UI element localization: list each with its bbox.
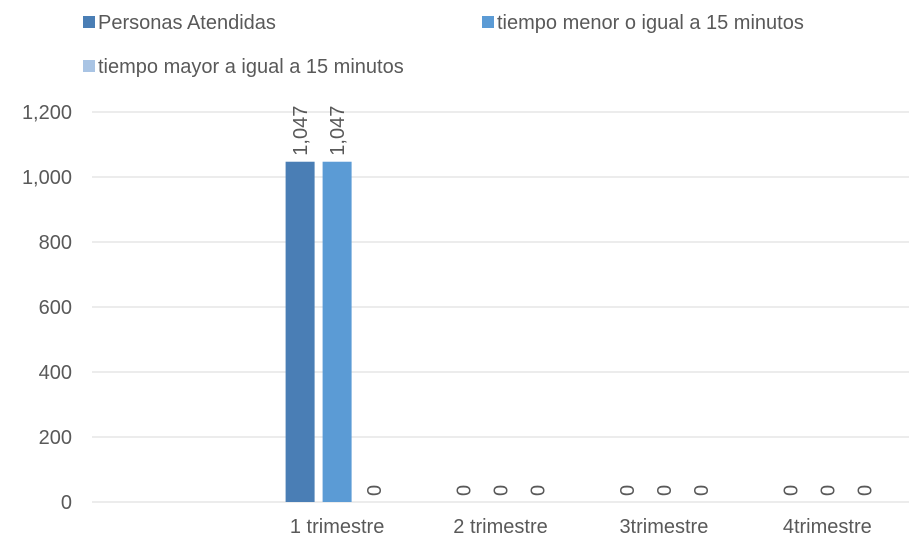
bar (322, 161, 352, 502)
legend-label-1: Personas Atendidas (98, 12, 276, 34)
data-label: 1,047 (290, 106, 312, 156)
y-tick-label: 400 (39, 362, 72, 384)
data-labels: 1,047 1,047 0 0 0 0 0 0 0 0 0 0 (290, 106, 876, 496)
legend-label-3: tiempo mayor a igual a 15 minutos (98, 56, 404, 78)
y-axis: 0 200 400 600 800 1,000 1,200 (22, 102, 72, 514)
legend-label-2: tiempo menor o igual a 15 minutos (497, 12, 804, 34)
y-tick-label: 1,200 (22, 102, 72, 124)
data-label: 0 (364, 485, 386, 496)
x-tick-label: 2 trimestre (453, 516, 547, 538)
data-label: 0 (528, 485, 550, 496)
gridlines (92, 111, 909, 503)
data-label: 0 (617, 485, 639, 496)
data-label: 0 (454, 485, 476, 496)
y-tick-label: 600 (39, 297, 72, 319)
y-tick-label: 0 (61, 492, 72, 514)
y-tick-label: 800 (39, 232, 72, 254)
legend-swatch-1 (83, 16, 95, 28)
x-tick-label: 4trimestre (783, 516, 872, 538)
legend: Personas Atendidas tiempo menor o igual a… (83, 12, 804, 78)
data-label: 0 (854, 485, 876, 496)
x-tick-label: 1 trimestre (290, 516, 384, 538)
x-tick-label: 3trimestre (619, 516, 708, 538)
data-label: 0 (817, 485, 839, 496)
data-label: 0 (691, 485, 713, 496)
data-label: 1,047 (327, 106, 349, 156)
data-label: 0 (654, 485, 676, 496)
legend-swatch-3 (83, 60, 95, 72)
y-tick-label: 200 (39, 427, 72, 449)
data-label: 0 (491, 485, 513, 496)
bars (285, 161, 352, 502)
y-tick-label: 1,000 (22, 167, 72, 189)
bar (285, 161, 315, 502)
data-label: 0 (780, 485, 802, 496)
x-axis: 1 trimestre 2 trimestre 3trimestre 4trimest… (290, 516, 872, 538)
legend-swatch-2 (482, 16, 494, 28)
